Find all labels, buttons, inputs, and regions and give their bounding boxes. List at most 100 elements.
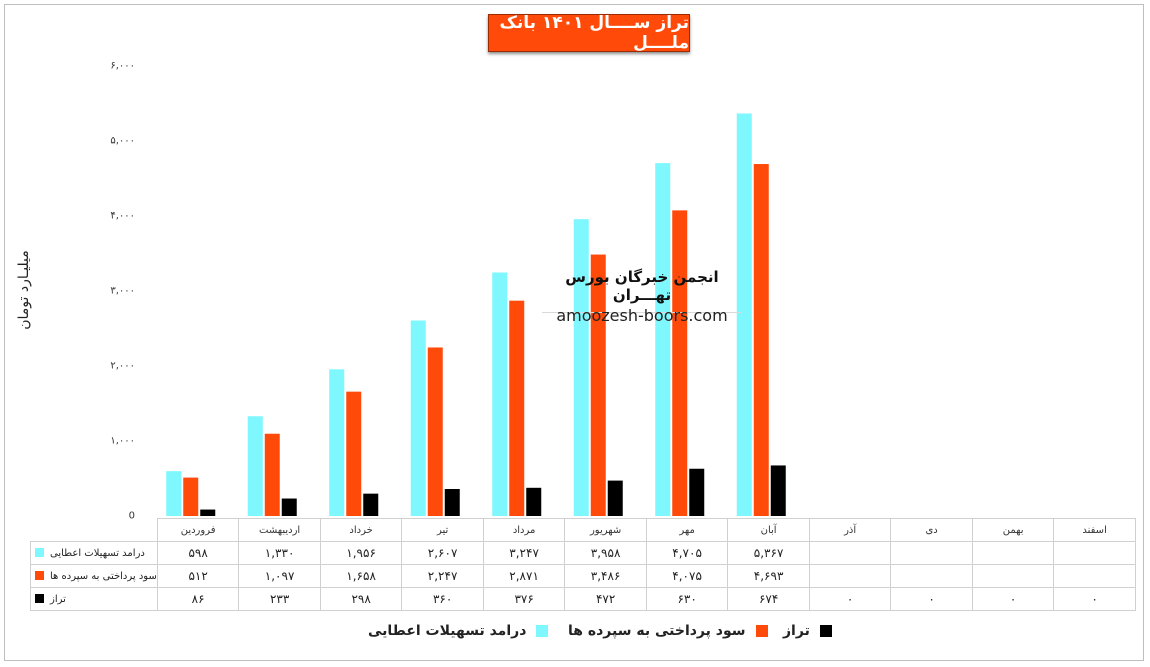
bar-series-1-5 bbox=[492, 272, 508, 516]
bar-series-2-5 bbox=[509, 300, 525, 516]
x-tick-label: تیر bbox=[401, 518, 484, 542]
bar-series-2-3 bbox=[346, 391, 362, 516]
data-label: ۵۹۸ bbox=[156, 541, 240, 565]
x-tick-label: دی bbox=[890, 518, 973, 542]
bar-series-1-3 bbox=[329, 369, 345, 516]
x-tick-label: مهر bbox=[645, 518, 729, 542]
x-tick-label: مرداد bbox=[482, 518, 566, 542]
table-row: درامد تسهیلات اعطایی ۵۹۸ ۱,۳۳۰ ۱,۹۵۶ ۲,۶۰۷ ۳,… bbox=[30, 541, 1136, 565]
bar-series-1-1 bbox=[166, 471, 182, 516]
data-label: ۱,۹۵۶ bbox=[319, 541, 403, 565]
x-tick-label: اسفند bbox=[1053, 518, 1136, 542]
legend-swatch bbox=[755, 625, 768, 637]
watermark-text: انجمن خبرگان بورس تهـــران bbox=[542, 268, 742, 313]
bar-series-1-2 bbox=[247, 416, 263, 516]
y-tick-label: ۱,۰۰۰ bbox=[110, 435, 135, 447]
legend-swatch bbox=[819, 625, 832, 637]
chart-title: تراز ســــال ۱۴۰۱ بانک ملــــل bbox=[488, 13, 690, 53]
table-row-label: درامد تسهیلات اعطایی bbox=[30, 541, 158, 565]
legend-label: سود پرداختی به سپرده ها bbox=[568, 623, 746, 639]
data-label: ۱,۶۵۸ bbox=[319, 564, 403, 588]
x-tick-label: شهریور bbox=[564, 518, 647, 542]
table-header-row: فروردین اردیبهشت خرداد تیر مرداد شهریور مهر آبا… bbox=[30, 518, 1136, 542]
legend-item: درامد تسهیلات اعطایی bbox=[368, 623, 549, 639]
data-label: ۰ bbox=[890, 587, 973, 611]
y-tick-label: ۳,۰۰۰ bbox=[110, 285, 135, 297]
data-label: ۰ bbox=[808, 587, 892, 611]
data-label bbox=[1053, 564, 1136, 588]
data-label: ۲,۸۷۱ bbox=[482, 564, 566, 588]
data-label: ۰ bbox=[971, 587, 1055, 611]
data-label bbox=[971, 541, 1055, 565]
x-tick-label: اردیبهشت bbox=[238, 518, 321, 542]
data-label: ۵,۳۶۷ bbox=[727, 541, 810, 565]
legend-label: تراز bbox=[783, 623, 810, 639]
data-label: ۳۶۰ bbox=[401, 587, 484, 611]
data-label: ۲۹۸ bbox=[319, 587, 403, 611]
series-name: تراز bbox=[50, 593, 66, 605]
x-tick-label: بهمن bbox=[971, 518, 1055, 542]
table-row: سود پرداختی به سپرده ها ۵۱۲ ۱,۰۹۷ ۱,۶۵۸ ۲,۲۴… bbox=[30, 564, 1136, 588]
series-swatch bbox=[35, 548, 44, 557]
series-name: درامد تسهیلات اعطایی bbox=[50, 547, 145, 559]
data-label: ۱,۰۹۷ bbox=[238, 564, 321, 588]
bar-series-2-8 bbox=[753, 164, 769, 516]
data-table: فروردین اردیبهشت خرداد تیر مرداد شهریور مهر آبا… bbox=[30, 518, 1136, 611]
legend-item: تراز bbox=[783, 623, 832, 639]
table-row-label: سود پرداختی به سپرده ها bbox=[30, 564, 158, 588]
data-label: ۳,۴۸۶ bbox=[564, 564, 647, 588]
data-label: ۴۷۲ bbox=[564, 587, 647, 611]
bar-series-2-2 bbox=[264, 433, 280, 516]
bar-series-1-4 bbox=[410, 320, 426, 516]
y-tick-label: ۵,۰۰۰ bbox=[110, 135, 135, 147]
data-label: ۲,۲۴۷ bbox=[401, 564, 484, 588]
data-label: ۸۶ bbox=[156, 587, 240, 611]
chart-legend: درامد تسهیلات اعطایی سود پرداختی به سپرده… bbox=[0, 623, 1150, 643]
bar-series-3-4 bbox=[444, 489, 460, 516]
watermark-url: amoozesh-boors.com bbox=[556, 306, 728, 325]
bar-series-2-4 bbox=[427, 347, 443, 516]
bar-series-3-7 bbox=[689, 468, 705, 516]
data-label: ۳,۹۵۸ bbox=[564, 541, 647, 565]
bar-series-3-8 bbox=[770, 465, 786, 516]
data-label: ۳۷۶ bbox=[482, 587, 566, 611]
x-tick-label: آبان bbox=[727, 518, 810, 542]
bar-series-3-6 bbox=[607, 480, 623, 516]
bar-series-3-5 bbox=[526, 487, 542, 516]
data-label: ۴,۶۹۳ bbox=[727, 564, 810, 588]
data-label bbox=[890, 564, 973, 588]
data-label bbox=[890, 541, 973, 565]
series-swatch bbox=[35, 594, 44, 603]
data-label: ۴,۷۰۵ bbox=[645, 541, 729, 565]
data-label: ۰ bbox=[1053, 587, 1136, 611]
x-tick-label: فروردین bbox=[156, 518, 240, 542]
series-swatch bbox=[35, 571, 44, 580]
legend-swatch bbox=[536, 625, 549, 637]
y-tick-label: ۴,۰۰۰ bbox=[110, 210, 135, 222]
data-label: ۶۷۴ bbox=[727, 587, 810, 611]
data-label: ۴,۰۷۵ bbox=[645, 564, 729, 588]
series-name: سود پرداختی به سپرده ها bbox=[50, 570, 157, 582]
chart-frame bbox=[4, 4, 1144, 661]
data-label bbox=[971, 564, 1055, 588]
data-label: ۶۳۰ bbox=[645, 587, 729, 611]
bar-series-2-1 bbox=[183, 477, 199, 516]
table-row: تراز ۸۶ ۲۳۳ ۲۹۸ ۳۶۰ ۳۷۶ ۴۷۲ ۶۳۰ ۶۷۴ ۰ ۰ ۰ ۰ bbox=[30, 587, 1136, 611]
bar-series-3-3 bbox=[363, 493, 379, 516]
data-label bbox=[808, 564, 892, 588]
y-tick-label: 0 bbox=[128, 510, 135, 522]
bar-series-3-2 bbox=[281, 498, 297, 516]
bar-series-2-6 bbox=[590, 254, 606, 517]
table-corner bbox=[30, 518, 158, 542]
x-tick-label: آذر bbox=[808, 518, 892, 542]
data-label: ۳,۲۴۷ bbox=[482, 541, 566, 565]
data-label bbox=[808, 541, 892, 565]
bar-series-1-6 bbox=[573, 219, 589, 516]
legend-label: درامد تسهیلات اعطایی bbox=[368, 623, 527, 639]
data-label: ۵۱۲ bbox=[156, 564, 240, 588]
bar-series-3-1 bbox=[200, 509, 216, 516]
legend-item: سود پرداختی به سپرده ها bbox=[568, 623, 768, 639]
x-tick-label: خرداد bbox=[319, 518, 403, 542]
data-label bbox=[1053, 541, 1136, 565]
data-label: ۲۳۳ bbox=[238, 587, 321, 611]
